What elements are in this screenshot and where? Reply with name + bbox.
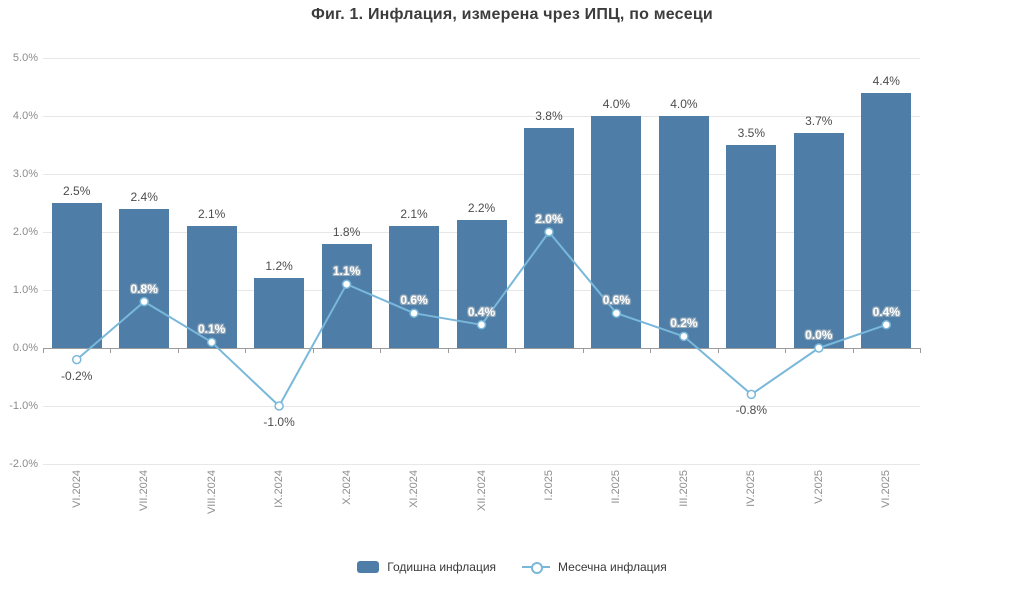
x-axis-label: XII.2024 — [475, 470, 488, 511]
x-axis-tick — [852, 348, 854, 353]
x-axis-label: I.2025 — [542, 470, 555, 501]
bar-VI.2024[interactable] — [51, 203, 102, 348]
bar-V.2025[interactable] — [793, 133, 844, 348]
bar-value-label: 2.4% — [130, 189, 158, 204]
x-axis-tick — [582, 348, 584, 353]
x-axis-label: III.2025 — [677, 470, 690, 507]
line-value-label: 0.4% — [872, 304, 900, 319]
x-axis-label: VII.2024 — [138, 470, 151, 511]
line-value-label: 0.1% — [197, 322, 226, 337]
line-value-label: 1.1% — [332, 264, 361, 279]
bar-X.2024[interactable] — [321, 243, 372, 348]
line-value-label: -0.2% — [61, 368, 93, 383]
x-axis-tick — [920, 348, 921, 353]
line-value-label: -0.8% — [735, 403, 768, 418]
bar-value-label: 3.7% — [805, 114, 833, 129]
gridline — [43, 116, 920, 117]
line-point-marker-IV.2025[interactable] — [746, 389, 757, 400]
line-value-label: 0.6% — [400, 293, 428, 308]
bar-value-label: 4.0% — [670, 97, 698, 111]
gridline — [43, 464, 920, 465]
x-axis-tick — [447, 348, 449, 353]
bar-IX.2024[interactable] — [254, 278, 305, 348]
x-axis-label: VIII.2024 — [205, 470, 218, 515]
line-series-marker-icon — [522, 561, 551, 574]
x-axis-label: VI.2024 — [70, 470, 83, 508]
line-point-marker-VI.2024[interactable] — [71, 354, 82, 365]
legend-label-annual: Годишна инфлация — [387, 560, 497, 574]
bar-value-label: 2.1% — [197, 207, 226, 222]
x-axis-label: V.2025 — [812, 470, 825, 504]
x-axis-tick — [380, 348, 382, 353]
line-value-label: 0.6% — [602, 293, 631, 308]
x-axis-label: II.2025 — [610, 470, 623, 504]
y-axis-label: -2.0% — [9, 458, 38, 470]
bar-value-label: 2.5% — [63, 184, 91, 198]
bar-value-label: 1.8% — [332, 224, 361, 239]
x-axis-label: IX.2024 — [273, 470, 286, 508]
x-axis-label: VI.2025 — [880, 470, 893, 508]
gridline — [43, 58, 920, 59]
bar-XII.2024[interactable] — [456, 220, 507, 348]
x-axis-label: XI.2024 — [408, 470, 421, 508]
legend-item-monthly-inflation[interactable]: Месечна инфлация — [522, 560, 667, 574]
x-axis-tick — [717, 348, 719, 353]
bar-series-swatch-icon — [357, 561, 380, 573]
line-value-label: 0.2% — [670, 316, 698, 331]
x-axis-tick — [515, 348, 517, 353]
bar-value-label: 3.5% — [737, 126, 766, 140]
gridline — [43, 174, 920, 175]
y-axis-label: 1.0% — [12, 284, 38, 296]
chart-title: Фиг. 1. Инфлация, измерена чрез ИПЦ, по … — [311, 6, 713, 23]
x-axis-tick — [785, 348, 787, 353]
line-value-label: 0.0% — [805, 328, 833, 342]
bar-III.2025[interactable] — [658, 116, 709, 348]
bar-value-label: 1.2% — [265, 259, 293, 274]
line-value-label: 0.8% — [130, 281, 158, 296]
line-value-label: -1.0% — [263, 415, 295, 429]
x-axis-label: X.2024 — [340, 470, 353, 505]
y-axis-label: 5.0% — [12, 52, 38, 64]
x-axis-label: IV.2025 — [745, 470, 758, 507]
legend-label-monthly: Месечна инфлация — [558, 560, 667, 574]
y-axis-label: -1.0% — [9, 400, 38, 412]
gridline — [43, 406, 920, 407]
x-axis-line — [43, 348, 920, 349]
line-value-label: 2.0% — [535, 212, 563, 226]
bar-VII.2024[interactable] — [119, 208, 170, 348]
bar-II.2025[interactable] — [591, 116, 642, 348]
x-axis-tick — [312, 348, 314, 353]
bar-XI.2024[interactable] — [389, 226, 440, 348]
bar-value-label: 4.0% — [602, 97, 631, 111]
y-axis-label: 0.0% — [12, 342, 38, 354]
bar-value-label: 4.4% — [872, 73, 900, 88]
bar-I.2025[interactable] — [523, 127, 574, 348]
bar-IV.2025[interactable] — [726, 145, 777, 348]
y-axis-label: 2.0% — [12, 226, 38, 238]
x-axis-tick — [650, 348, 652, 353]
bar-value-label: 2.2% — [467, 201, 496, 216]
x-axis-tick — [110, 348, 112, 353]
bar-value-label: 2.1% — [400, 207, 428, 222]
bar-value-label: 3.8% — [535, 108, 563, 123]
legend-item-annual-inflation[interactable]: Годишна инфлация — [357, 560, 496, 574]
x-axis-tick — [177, 348, 179, 353]
x-axis-tick — [245, 348, 247, 353]
legend: Годишна инфлация Месечна инфлация — [0, 560, 1024, 574]
x-axis-tick — [43, 348, 44, 353]
line-value-label: 0.4% — [467, 304, 496, 319]
y-axis-label: 3.0% — [12, 168, 38, 180]
y-axis-label: 4.0% — [12, 110, 38, 122]
